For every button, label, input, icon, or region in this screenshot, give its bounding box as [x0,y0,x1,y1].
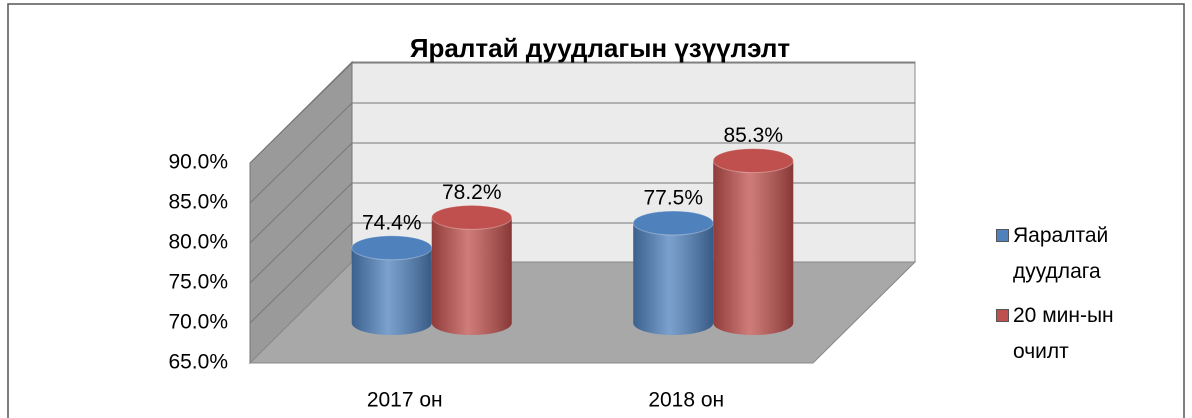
side-grid-line [249,222,353,324]
bar-top [632,210,714,236]
value-label: 78.2% [442,181,502,204]
value-label: 85.3% [723,124,783,147]
y-tick-label: 90.0% [168,151,228,174]
chart-title: Яралтай дуудлагын үзүүлэлт [410,33,791,63]
bar-shade [431,217,512,335]
value-label: 77.5% [643,187,703,210]
side-grid-line [249,182,353,284]
bar-top [351,235,433,261]
bar-top [431,204,513,230]
bar-top [712,148,794,174]
side-grid-line [249,102,353,204]
legend-item: 20 мин-ын очилт [996,298,1166,370]
x-tick-label: 2018 он [648,389,724,412]
legend: Яаралтай дуудлага 20 мин-ын очилт [996,218,1166,378]
legend-swatch [996,229,1009,242]
bar-shade [633,223,714,335]
bar-shade [713,160,794,335]
y-tick-label: 85.0% [168,191,228,214]
y-tick-label: 75.0% [168,271,228,294]
legend-label: 20 мин-ын очилт [1013,304,1114,363]
side-grid-line [249,62,353,164]
legend-item: Яаралтай дуудлага [996,218,1166,290]
bar-shade [351,247,432,335]
legend-label: Яаралтай дуудлага [1013,224,1109,283]
y-tick-label: 80.0% [168,231,228,254]
legend-swatch [996,309,1009,322]
y-tick-label: 65.0% [168,351,228,374]
x-tick-label: 2017 он [367,389,443,412]
value-label: 74.4% [362,211,422,234]
side-grid-line [249,142,353,244]
y-tick-label: 70.0% [168,311,228,334]
floor [248,261,917,364]
